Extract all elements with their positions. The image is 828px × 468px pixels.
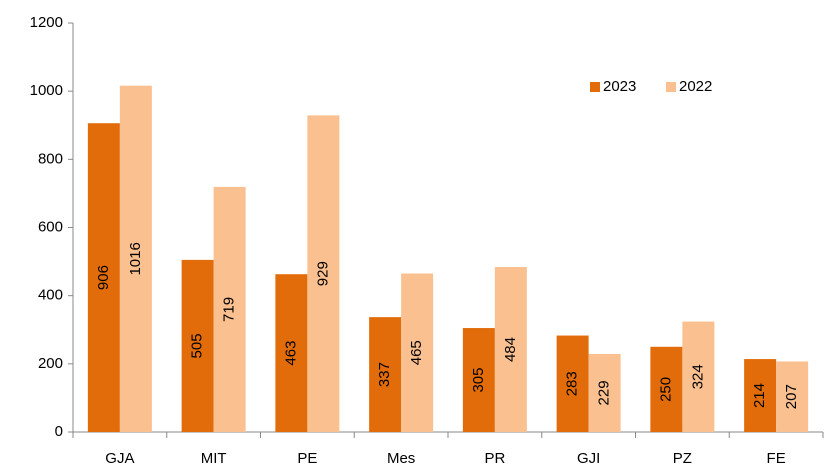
y-tick-label: 1200 [30, 14, 63, 31]
y-tick-label: 200 [38, 355, 63, 372]
data-label: 1016 [127, 242, 144, 275]
bar [682, 321, 715, 432]
bar [776, 361, 809, 432]
y-tick-label: 0 [55, 423, 63, 440]
x-tick-label: PZ [673, 450, 692, 467]
x-tick-label: GJI [577, 450, 600, 467]
bar [588, 353, 621, 432]
x-tick-label: MIT [201, 450, 227, 467]
data-label: 463 [282, 341, 299, 366]
data-label: 283 [564, 371, 581, 396]
y-tick-label: 600 [38, 218, 63, 235]
bar [119, 85, 152, 433]
x-tick-label: FE [767, 450, 786, 467]
data-label: 324 [689, 364, 706, 389]
legend-label: 2022 [679, 78, 712, 95]
data-label: 229 [596, 380, 613, 405]
x-tick-label: PR [484, 450, 505, 467]
y-tick-label: 800 [38, 150, 63, 167]
y-tick-label: 400 [38, 287, 63, 304]
y-tick-label: 1000 [30, 82, 63, 99]
legend-swatch [666, 82, 676, 92]
data-label: 337 [376, 362, 393, 387]
data-label: 505 [189, 333, 206, 358]
bar [275, 274, 308, 432]
x-tick-label: GJA [105, 450, 134, 467]
x-tick-label: Mes [387, 450, 415, 467]
bar [650, 346, 683, 432]
legend-swatch [590, 82, 600, 92]
data-label: 250 [657, 377, 674, 402]
data-label: 214 [751, 383, 768, 408]
data-label: 207 [783, 384, 800, 409]
bar [181, 259, 214, 432]
data-label: 465 [408, 340, 425, 365]
legend-label: 2023 [603, 78, 636, 95]
bar [307, 115, 340, 432]
data-label: 929 [314, 261, 331, 286]
bar [87, 123, 120, 432]
bar [744, 359, 777, 432]
x-tick-label: PE [297, 450, 317, 467]
data-label: 906 [95, 265, 112, 290]
bar [494, 267, 527, 432]
bar [369, 317, 402, 432]
data-label: 484 [502, 337, 519, 362]
bar [213, 186, 246, 432]
bar [462, 328, 495, 432]
data-label: 305 [470, 368, 487, 393]
data-label: 719 [221, 297, 238, 322]
bar [556, 335, 589, 432]
bar [401, 273, 434, 432]
